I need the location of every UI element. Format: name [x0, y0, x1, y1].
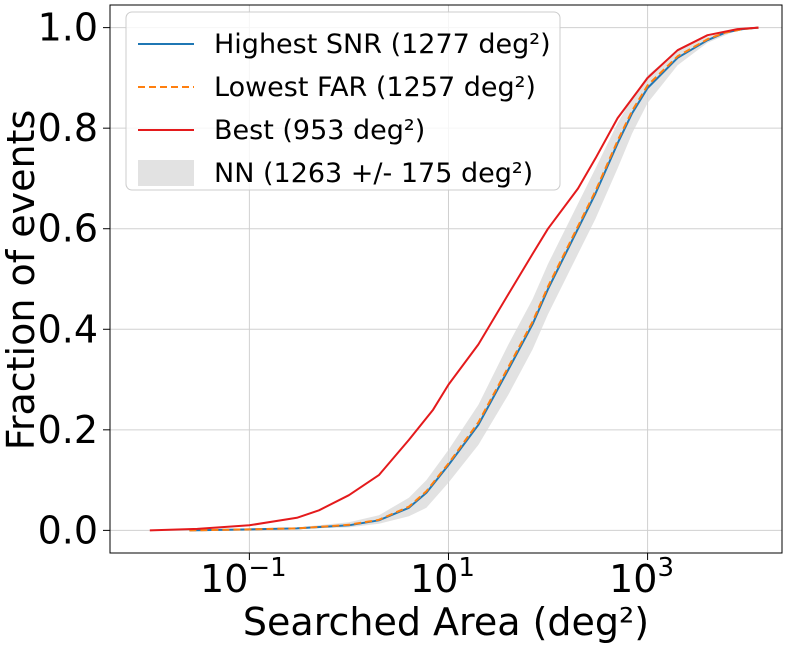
y-tick-label: 1.0	[38, 6, 98, 50]
y-tick-label: 0.8	[38, 106, 98, 150]
plot-frame	[109, 4, 783, 554]
x-tick-label: 10−1	[200, 553, 287, 601]
y-tick-label: 0.0	[38, 508, 98, 552]
legend: Highest SNR (1277 deg²) Lowest FAR (1257 …	[125, 11, 561, 191]
legend-label: NN (1263 +/- 175 deg²)	[214, 158, 533, 189]
legend-label: Highest SNR (1277 deg²)	[214, 29, 551, 60]
y-tick-label: 0.6	[38, 207, 98, 251]
series-line-1	[189, 26, 759, 532]
y-tick-label: 0.2	[38, 408, 98, 452]
legend-swatch	[138, 160, 194, 186]
tick-layer: 0.0 0.2 0.4 0.6 0.8 1.0 10−1 101 103	[38, 6, 674, 601]
x-axis-label: Searched Area (deg²)	[243, 600, 649, 644]
legend-label: Lowest FAR (1257 deg²)	[214, 72, 536, 103]
legend-box	[125, 11, 561, 191]
legend-label: Best (953 deg²)	[214, 115, 425, 146]
series-line-2	[189, 26, 759, 532]
x-tick-label: 103	[609, 553, 674, 601]
x-tick-label: 101	[410, 553, 475, 601]
line-layer	[149, 26, 759, 532]
y-tick-label: 0.4	[38, 307, 98, 351]
series-line-3	[149, 26, 759, 532]
y-axis-label: Fraction of events	[0, 110, 43, 451]
